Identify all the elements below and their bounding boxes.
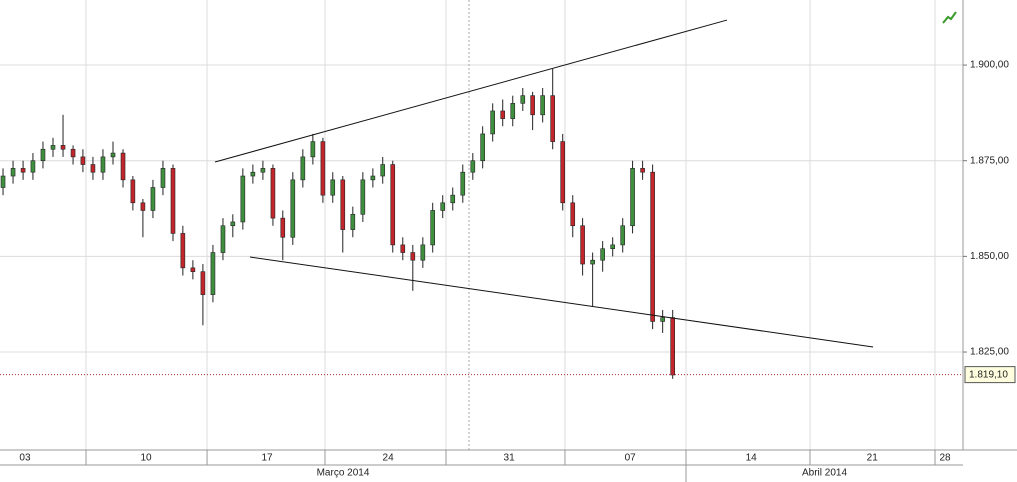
- candle-body: [120, 152, 126, 181]
- candle-body: [50, 145, 56, 150]
- month-label: Abril 2014: [802, 468, 847, 479]
- candle-body: [0, 175, 6, 188]
- plot: [0, 19, 963, 379]
- candle-body: [60, 145, 66, 150]
- candle-body: [150, 187, 156, 211]
- candle-body: [170, 168, 176, 234]
- candle-body: [100, 156, 106, 173]
- y-tick-label: 1.900,00: [970, 60, 1009, 71]
- candle-body: [470, 160, 476, 173]
- candle-body: [490, 110, 495, 135]
- x-tick-label: 07: [625, 453, 637, 464]
- candle-body: [270, 168, 276, 219]
- candle-body: [40, 148, 46, 162]
- candle-body: [310, 141, 316, 158]
- candle-body: [660, 317, 665, 322]
- candle-body: [140, 202, 146, 211]
- candle-body: [180, 233, 186, 269]
- candle-body: [570, 202, 576, 227]
- x-tick-label: 03: [19, 453, 31, 464]
- axes: 1.825,00 1.850,00 1.875,00 1.900,00 03 10 17 24…: [19, 60, 1016, 482]
- x-tick-label: 17: [261, 453, 273, 464]
- candle-body: [260, 168, 266, 173]
- candle-body: [190, 267, 196, 272]
- candle-body: [630, 168, 635, 227]
- trendline: [214, 19, 728, 163]
- candle-body: [250, 171, 256, 177]
- candle-body: [230, 221, 236, 227]
- x-tick-label: 28: [939, 453, 951, 464]
- candle-body: [320, 141, 326, 196]
- candle-body: [20, 168, 26, 173]
- candle-body: [580, 225, 585, 265]
- candle-body: [380, 164, 386, 177]
- candle-body: [10, 168, 16, 177]
- candle-body: [220, 225, 226, 253]
- x-tick-label: 10: [140, 453, 152, 464]
- candle-body: [70, 148, 76, 158]
- grid: [0, 0, 963, 450]
- candle-body: [640, 168, 645, 173]
- x-tick-label: 24: [383, 453, 395, 464]
- x-tick-label: 31: [504, 453, 516, 464]
- last-price-label: 1.819,10: [969, 369, 1008, 380]
- candle-body: [540, 95, 545, 116]
- candle-body: [650, 171, 655, 322]
- candle-body: [420, 244, 426, 261]
- x-tick-label: 14: [746, 453, 758, 464]
- last-price-box: [964, 366, 1016, 384]
- candle-body: [410, 252, 416, 261]
- candle-body: [590, 259, 595, 265]
- candle-body: [370, 175, 376, 181]
- candle-body: [400, 244, 406, 253]
- candle-body: [30, 160, 36, 173]
- candle-body: [500, 110, 506, 119]
- candle-body: [210, 252, 216, 295]
- candle-body: [160, 168, 166, 188]
- trendline: [249, 256, 874, 348]
- candle-body: [450, 194, 456, 204]
- candle-body: [280, 217, 286, 238]
- candle-body: [130, 179, 136, 204]
- x-tick-label: 21: [867, 453, 879, 464]
- candle-body: [340, 179, 346, 230]
- candle-body: [350, 213, 356, 230]
- candle-body: [90, 164, 96, 173]
- app-icon: [940, 9, 957, 26]
- candle-body: [520, 95, 526, 104]
- candle-body: [300, 156, 306, 181]
- candle-body: [240, 175, 246, 223]
- y-tick-label: 1.825,00: [970, 347, 1009, 358]
- candle-body: [390, 164, 396, 246]
- candle-body: [430, 210, 435, 246]
- candle-body: [600, 248, 605, 261]
- candle-body: [440, 202, 446, 211]
- y-tick-label: 1.875,00: [970, 155, 1009, 166]
- candle-body: [620, 225, 626, 246]
- candle-body: [560, 141, 566, 204]
- candle-body: [330, 179, 336, 196]
- candle-body: [80, 156, 86, 165]
- candle-body: [550, 95, 555, 142]
- candle-body: [200, 271, 206, 295]
- month-label: Março 2014: [317, 468, 370, 479]
- y-tick-label: 1.850,00: [970, 251, 1009, 262]
- candle-body: [290, 179, 296, 238]
- icon-arrow: [942, 11, 957, 24]
- candle-body: [610, 244, 615, 250]
- candle-body: [510, 103, 516, 119]
- candle-body: [530, 95, 535, 116]
- candle-body: [670, 317, 675, 376]
- candle-body: [460, 171, 466, 196]
- candle-body: [480, 133, 485, 162]
- candle-body: [110, 152, 116, 158]
- candle-body: [360, 179, 366, 215]
